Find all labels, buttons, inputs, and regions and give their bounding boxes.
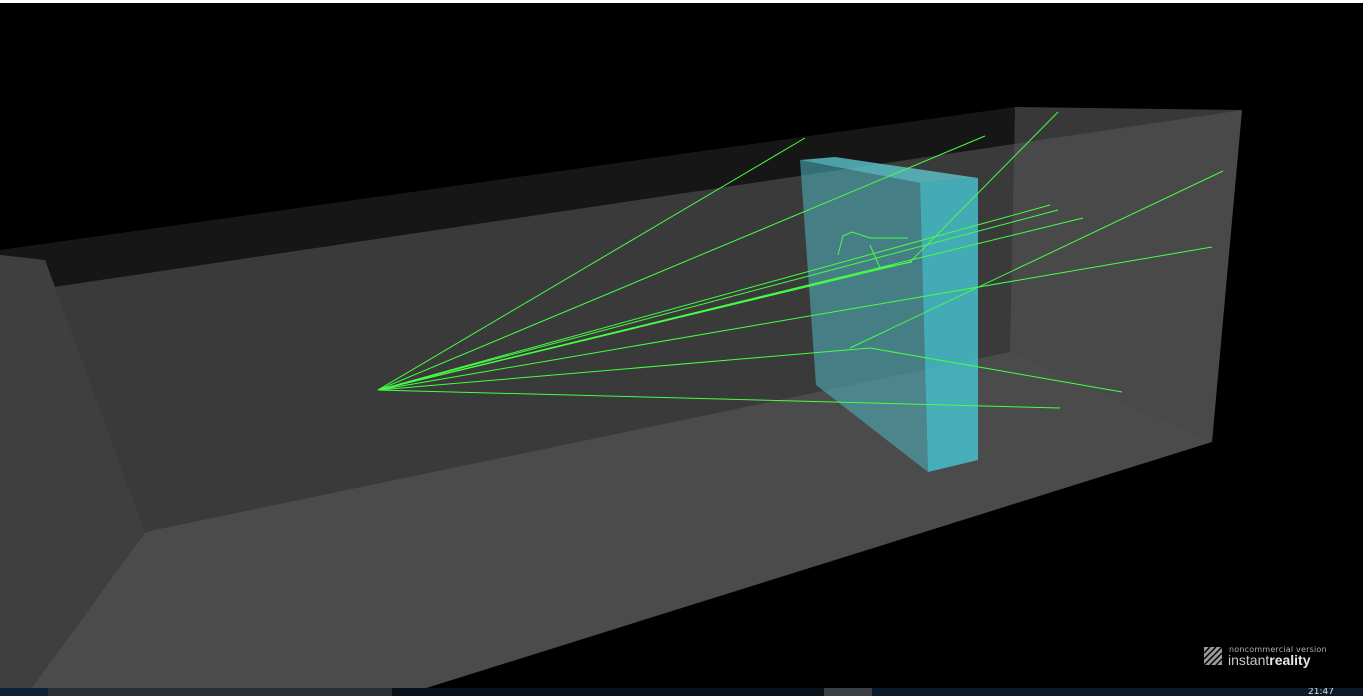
watermark: noncommercial version instantreality [1204,645,1344,669]
watermark-light: instant [1228,652,1270,668]
ray-scatter [869,244,913,269]
ray [869,347,1123,393]
watermark-line2: instantreality [1228,653,1311,667]
taskbar-clock[interactable]: 21:47 [1308,688,1334,696]
taskbar-start[interactable] [0,688,48,696]
watermark-bold: reality [1269,652,1311,668]
ray-bundle [377,111,1224,409]
window-top-edge [0,0,1363,3]
room-floor-edge [420,442,1212,690]
ray [909,111,1059,263]
taskbar-item[interactable] [824,688,872,696]
watermark-line1: noncommercial version [1229,645,1327,654]
ray [377,204,1051,391]
ray [377,209,1059,391]
room-end-wall [1010,107,1242,442]
taskbar-item[interactable] [48,688,392,696]
ray [377,246,1213,391]
ray [377,137,806,391]
slab-top-face [800,157,978,183]
taskbar-item[interactable] [392,688,824,696]
room-left-wall [0,255,145,690]
slab-side-face [920,178,978,472]
taskbar[interactable]: 21:47 [0,688,1363,696]
ray [377,267,881,391]
ray [849,170,1224,349]
ray-scatter [837,231,908,256]
room-ceiling [0,107,1242,295]
ray [377,389,1061,409]
ray [377,135,986,391]
ray [377,347,871,391]
instantreality-logo-icon [1204,647,1222,665]
